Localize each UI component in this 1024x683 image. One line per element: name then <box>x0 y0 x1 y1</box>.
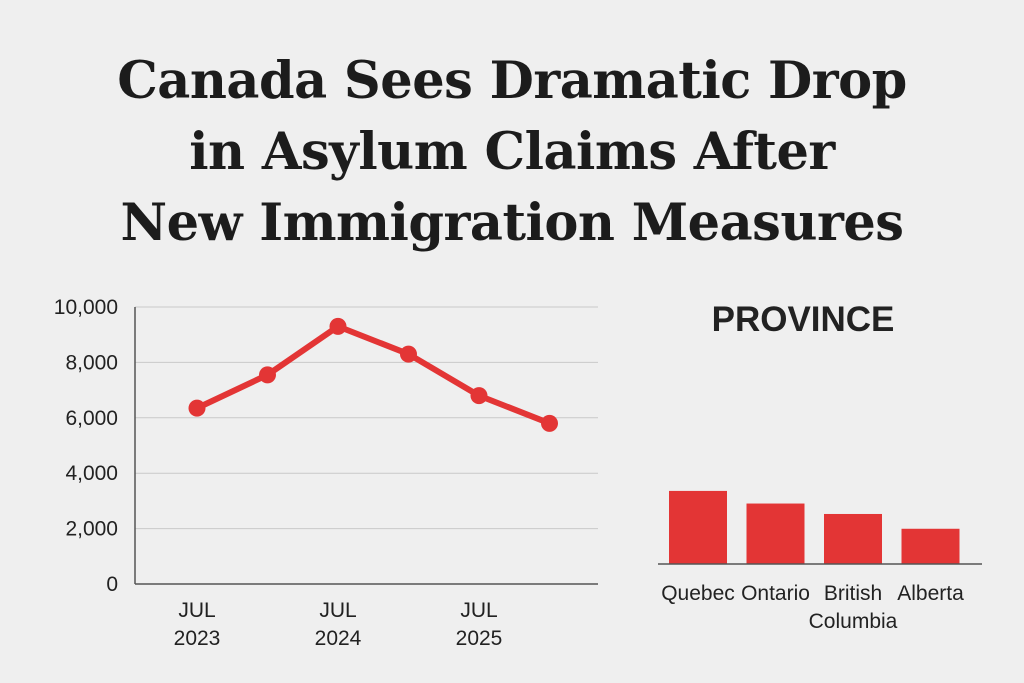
series-line <box>194 323 553 427</box>
bar-chart: PROVINCE Quebec Ontario British Columbia Alb… <box>658 300 982 633</box>
line-chart-grid <box>134 306 598 585</box>
bar-chart-categories: Quebec Ontario British Columbia Alberta <box>661 582 964 633</box>
x-tick-year: 2024 <box>315 627 362 650</box>
headline-line-3: New Immigration Measures <box>120 193 904 253</box>
bar <box>901 528 960 564</box>
headline-line-1: Canada Sees Dramatic Drop <box>117 51 907 111</box>
x-tick-year: 2025 <box>456 627 503 650</box>
y-tick-label: 2,000 <box>65 518 118 541</box>
bar-chart-bars <box>669 490 960 564</box>
bar <box>746 503 805 564</box>
x-tick-month: JUL <box>460 599 497 622</box>
y-tick-label: 6,000 <box>65 407 118 430</box>
category-label: Quebec <box>661 582 735 605</box>
category-label: Alberta <box>897 582 964 605</box>
bar-chart-title: PROVINCE <box>712 300 895 339</box>
x-tick-month: JUL <box>319 599 356 622</box>
data-point <box>259 366 276 384</box>
x-tick-year: 2023 <box>174 627 221 650</box>
y-tick-label: 0 <box>106 573 118 596</box>
x-tick-month: JUL <box>178 599 215 622</box>
category-label: Ontario <box>741 582 810 605</box>
data-point <box>470 387 488 405</box>
line-chart-y-ticks: 10,000 8,000 6,000 4,000 2,000 0 <box>54 296 118 596</box>
bar <box>824 513 882 564</box>
data-point <box>541 414 558 432</box>
y-tick-label: 8,000 <box>65 351 118 374</box>
headline-line-2: in Asylum Claims After <box>189 122 835 182</box>
line-chart: 10,000 8,000 6,000 4,000 2,000 0 JUL 2023 JUL 20… <box>54 296 598 650</box>
y-tick-label: 4,000 <box>65 462 118 485</box>
y-tick-label: 10,000 <box>54 296 118 319</box>
category-label: Columbia <box>809 610 898 633</box>
headline: Canada Sees Dramatic Drop in Asylum Clai… <box>0 46 1024 259</box>
data-point <box>188 399 206 417</box>
line-chart-x-ticks: JUL 2023 JUL 2024 JUL 2025 <box>174 599 503 650</box>
data-point <box>329 317 347 335</box>
line-chart-series <box>188 317 558 432</box>
data-point <box>400 345 417 363</box>
category-label: British <box>824 582 882 605</box>
bar <box>669 490 727 564</box>
